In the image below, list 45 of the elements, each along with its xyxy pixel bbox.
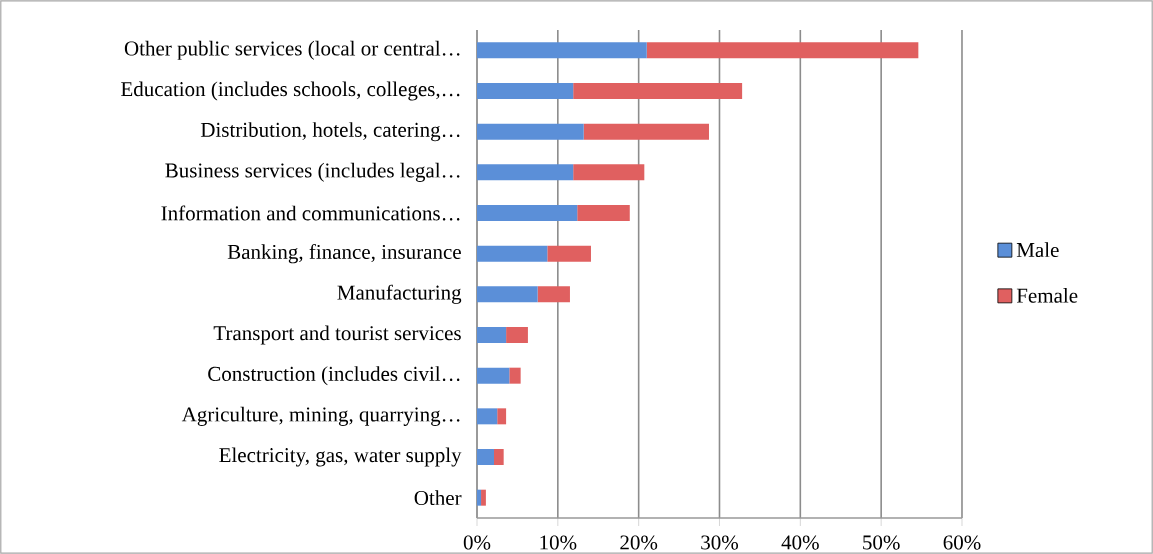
bar [547, 245, 591, 262]
bar [509, 367, 521, 384]
bar [477, 245, 548, 262]
bar [477, 164, 574, 181]
y-tick-label: Information and communications… [161, 205, 460, 221]
bar [573, 164, 645, 181]
y-tick-label: Agriculture, mining, quarrying… [181, 406, 460, 426]
bar [477, 286, 538, 303]
y-tick-label: Electricity, gas, water supply [219, 447, 462, 467]
y-tick-label: Other [414, 490, 462, 506]
bar [477, 83, 574, 99]
y-tick-label: Banking, finance, insurance [227, 244, 461, 264]
bar [477, 367, 510, 384]
bar [477, 205, 578, 221]
y-tick-label: Education (includes schools, colleges,… [121, 81, 460, 101]
x-tick-label: 0% [463, 535, 491, 550]
bar [646, 42, 919, 59]
bar [537, 286, 570, 303]
legend-label: Female [1016, 288, 1078, 303]
y-tick-label: Transport and tourist services [213, 325, 461, 345]
y-tick-label: Construction (includes civil… [208, 366, 460, 386]
bar [493, 449, 504, 466]
bar [506, 327, 528, 343]
bar [477, 408, 498, 425]
x-tick-label: 30% [701, 535, 739, 550]
y-tick-label: Business services (includes legal… [165, 162, 460, 182]
x-tick-label: 10% [540, 535, 577, 550]
x-tick-label: 60% [943, 535, 981, 550]
bar [573, 83, 743, 99]
bar [481, 489, 486, 506]
bar [577, 205, 630, 221]
bar [477, 327, 507, 343]
x-tick-label: 20% [620, 535, 658, 550]
y-tick-label: Manufacturing [337, 284, 462, 304]
bar [477, 489, 482, 506]
bar [477, 123, 584, 140]
bar [477, 449, 494, 466]
bar [497, 408, 507, 425]
bar [583, 123, 709, 140]
y-tick-label: Distribution, hotels, catering… [200, 122, 460, 142]
x-tick-label: 40% [781, 535, 819, 550]
bar [477, 42, 647, 59]
x-tick-label: 50% [863, 535, 900, 550]
y-tick-label: Other public services (local or central… [124, 40, 460, 60]
legend-label: Male [1016, 242, 1059, 258]
